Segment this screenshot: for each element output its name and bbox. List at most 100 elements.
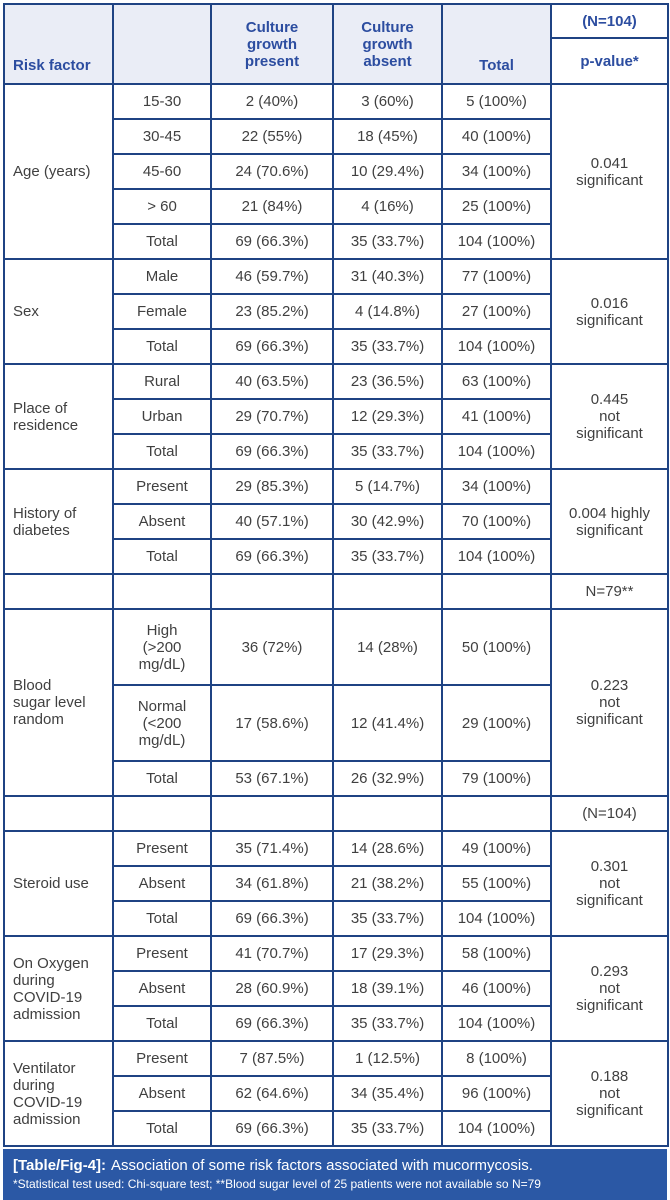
header-culture-growth-absent: Culture growth absent xyxy=(332,3,443,85)
absent-cell: 35 (33.7%) xyxy=(332,900,443,937)
table-row: Age (years) 15-30 2 (40%) 3 (60%) 5 (100… xyxy=(3,83,669,260)
table-row: Total 69 (66.3%) 35 (33.7%) 104 (100%) xyxy=(4,433,668,470)
subcategory-cell: Total xyxy=(112,433,212,470)
total-cell: 34 (100%) xyxy=(441,468,552,505)
subcategory-cell: Absent xyxy=(112,503,212,540)
absent-cell: 17 (29.3%) xyxy=(332,935,443,972)
p-value-cell: 0.016 significant xyxy=(550,258,669,365)
table-row: Normal (<200 mg/dL) 17 (58.6%) 12 (41.4%… xyxy=(4,684,668,762)
risk-factor-cell-age: Age (years) xyxy=(3,83,114,260)
total-cell: 40 (100%) xyxy=(441,118,552,155)
total-cell: 41 (100%) xyxy=(441,398,552,435)
subcategory-cell: 30-45 xyxy=(112,118,212,155)
present-cell: 35 (71.4%) xyxy=(210,830,334,867)
empty-cell xyxy=(441,573,552,610)
empty-cell xyxy=(332,795,443,832)
total-cell: 96 (100%) xyxy=(441,1075,552,1112)
present-cell: 23 (85.2%) xyxy=(210,293,334,330)
subcategory-cell: Urban xyxy=(112,398,212,435)
subcategory-cell: Total xyxy=(112,900,212,937)
present-cell: 28 (60.9%) xyxy=(210,970,334,1007)
absent-cell: 18 (45%) xyxy=(332,118,443,155)
total-cell: 49 (100%) xyxy=(441,830,552,867)
total-cell: 5 (100%) xyxy=(441,83,552,120)
absent-cell: 4 (16%) xyxy=(332,188,443,225)
p-value-cell: 0.301 not significant xyxy=(550,830,669,937)
table-row: Urban 29 (70.7%) 12 (29.3%) 41 (100%) xyxy=(4,398,668,435)
present-cell: 36 (72%) xyxy=(210,608,334,686)
table-row: Absent 34 (61.8%) 21 (38.2%) 55 (100%) xyxy=(4,865,668,902)
total-cell: 104 (100%) xyxy=(441,900,552,937)
total-cell: 104 (100%) xyxy=(441,223,552,260)
header-total: Total xyxy=(441,3,552,85)
subcategory-cell: Female xyxy=(112,293,212,330)
subcategory-cell: Absent xyxy=(112,970,212,1007)
table-row: Place of residence Rural 40 (63.5%) 23 (… xyxy=(3,363,669,470)
absent-cell: 35 (33.7%) xyxy=(332,433,443,470)
empty-cell xyxy=(3,573,114,610)
subcategory-cell: High (>200 mg/dL) xyxy=(112,608,212,686)
header-n104: (N=104) xyxy=(550,3,669,39)
subcategory-cell: Present xyxy=(112,1040,212,1077)
table-row: Total 69 (66.3%) 35 (33.7%) 104 (100%) xyxy=(4,900,668,937)
total-cell: 50 (100%) xyxy=(441,608,552,686)
total-cell: 104 (100%) xyxy=(441,538,552,575)
total-cell: 104 (100%) xyxy=(441,1005,552,1042)
present-cell: 53 (67.1%) xyxy=(210,760,334,797)
present-cell: 69 (66.3%) xyxy=(210,328,334,365)
total-cell: 104 (100%) xyxy=(441,328,552,365)
footnote: *Statistical test used: Chi-square test;… xyxy=(13,1177,541,1191)
table-row: Blood sugar level random High (>200 mg/d… xyxy=(3,608,669,797)
subcategory-cell: Total xyxy=(112,223,212,260)
table-row: Absent 62 (64.6%) 34 (35.4%) 96 (100%) xyxy=(4,1075,668,1112)
subcategory-cell: > 60 xyxy=(112,188,212,225)
separator-row-n79: N=79** xyxy=(3,573,669,610)
risk-factors-table: Risk factor Culture growth present Cultu… xyxy=(3,3,669,1147)
n104-cell: (N=104) xyxy=(550,795,669,832)
risk-factor-cell-sex: Sex xyxy=(3,258,114,365)
present-cell: 69 (66.3%) xyxy=(210,1110,334,1147)
absent-cell: 26 (32.9%) xyxy=(332,760,443,797)
table-row: History of diabetes Present 29 (85.3%) 5… xyxy=(3,468,669,575)
empty-cell xyxy=(210,573,334,610)
present-cell: 69 (66.3%) xyxy=(210,433,334,470)
subcategory-cell: Total xyxy=(112,1110,212,1147)
present-cell: 29 (85.3%) xyxy=(210,468,334,505)
absent-cell: 23 (36.5%) xyxy=(332,363,443,400)
header-risk-factor: Risk factor xyxy=(3,3,114,85)
present-cell: 69 (66.3%) xyxy=(210,223,334,260)
present-cell: 69 (66.3%) xyxy=(210,900,334,937)
absent-cell: 18 (39.1%) xyxy=(332,970,443,1007)
present-cell: 69 (66.3%) xyxy=(210,1005,334,1042)
p-value-cell: 0.041 significant xyxy=(550,83,669,260)
table-row: Total 69 (66.3%) 35 (33.7%) 104 (100%) xyxy=(4,328,668,365)
p-value-cell: 0.223 not significant xyxy=(550,608,669,797)
total-cell: 104 (100%) xyxy=(441,1110,552,1147)
absent-cell: 12 (29.3%) xyxy=(332,398,443,435)
present-cell: 46 (59.7%) xyxy=(210,258,334,295)
header-row-2: p-value* xyxy=(4,37,669,85)
table-row: 30-45 22 (55%) 18 (45%) 40 (100%) xyxy=(4,118,668,155)
table-row: > 60 21 (84%) 4 (16%) 25 (100%) xyxy=(4,188,668,225)
total-cell: 70 (100%) xyxy=(441,503,552,540)
subcategory-cell: Total xyxy=(112,760,212,797)
total-cell: 27 (100%) xyxy=(441,293,552,330)
header-culture-growth-present: Culture growth present xyxy=(210,3,334,85)
caption-label: [Table/Fig-4]: xyxy=(13,1157,107,1174)
absent-cell: 1 (12.5%) xyxy=(332,1040,443,1077)
total-cell: 34 (100%) xyxy=(441,153,552,190)
n79-cell: N=79** xyxy=(550,573,669,610)
total-cell: 25 (100%) xyxy=(441,188,552,225)
subcategory-cell: Rural xyxy=(112,363,212,400)
p-value-cell: 0.445 not significant xyxy=(550,363,669,470)
total-cell: 55 (100%) xyxy=(441,865,552,902)
absent-cell: 3 (60%) xyxy=(332,83,443,120)
subcategory-cell: 45-60 xyxy=(112,153,212,190)
table-row: Total 69 (66.3%) 35 (33.7%) 104 (100%) xyxy=(4,538,668,575)
subcategory-cell: Male xyxy=(112,258,212,295)
absent-cell: 35 (33.7%) xyxy=(332,538,443,575)
absent-cell: 34 (35.4%) xyxy=(332,1075,443,1112)
present-cell: 21 (84%) xyxy=(210,188,334,225)
absent-cell: 21 (38.2%) xyxy=(332,865,443,902)
